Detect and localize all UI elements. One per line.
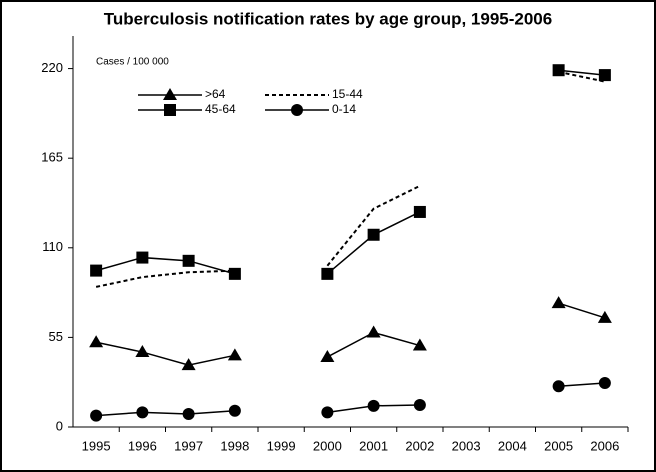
data-point: [227, 348, 242, 361]
data-point: [181, 358, 196, 371]
data-point: [320, 349, 335, 362]
data-point: [367, 399, 380, 412]
x-tick-label: 1999: [267, 438, 296, 453]
data-point: [136, 251, 149, 264]
x-tick-label: 1996: [128, 438, 157, 453]
y-axis-label: Cases / 100 000: [96, 57, 169, 68]
data-point: [89, 335, 104, 348]
legend-marker: [291, 104, 303, 116]
data-point: [551, 296, 566, 309]
y-tick-label: 220: [41, 60, 63, 75]
x-tick-label: 2006: [590, 438, 619, 453]
data-point: [321, 406, 334, 419]
data-point: [598, 377, 611, 390]
x-tick-label: 2002: [405, 438, 434, 453]
legend-label: >64: [205, 87, 226, 101]
data-point: [412, 338, 427, 351]
data-point: [598, 69, 611, 82]
data-point: [321, 267, 334, 280]
x-tick-label: 2005: [544, 438, 573, 453]
data-point: [597, 310, 612, 323]
series-line: [95, 70, 606, 288]
x-tick-label: 1998: [220, 438, 249, 453]
data-point: [228, 267, 241, 280]
data-point: [413, 205, 426, 218]
data-point: [136, 406, 149, 419]
y-tick-label: 55: [49, 329, 63, 344]
data-point: [367, 228, 380, 241]
data-point: [135, 345, 150, 358]
x-tick-label: 1995: [82, 438, 111, 453]
x-tick-label: 2001: [359, 438, 388, 453]
y-tick-label: 0: [56, 418, 63, 433]
data-point: [413, 399, 426, 412]
legend-label: 45-64: [205, 102, 236, 116]
data-point: [552, 380, 565, 393]
x-tick-label: 1997: [174, 438, 203, 453]
data-point: [90, 409, 103, 422]
x-tick-label: 2000: [313, 438, 342, 453]
x-tick-label: 2004: [498, 438, 527, 453]
data-point: [182, 407, 195, 420]
legend-marker: [164, 104, 176, 116]
data-point: [90, 264, 103, 277]
data-point: [228, 404, 241, 417]
x-tick-label: 2003: [452, 438, 481, 453]
y-tick-label: 165: [41, 150, 63, 165]
data-point: [552, 64, 565, 77]
legend-label: 15-44: [332, 87, 363, 101]
data-point: [182, 254, 195, 267]
legend-marker: [163, 88, 177, 100]
legend-label: 0-14: [332, 102, 356, 116]
chart-title: Tuberculosis notification rates by age g…: [104, 9, 552, 28]
y-tick-label: 110: [42, 239, 63, 254]
data-point: [366, 325, 381, 338]
